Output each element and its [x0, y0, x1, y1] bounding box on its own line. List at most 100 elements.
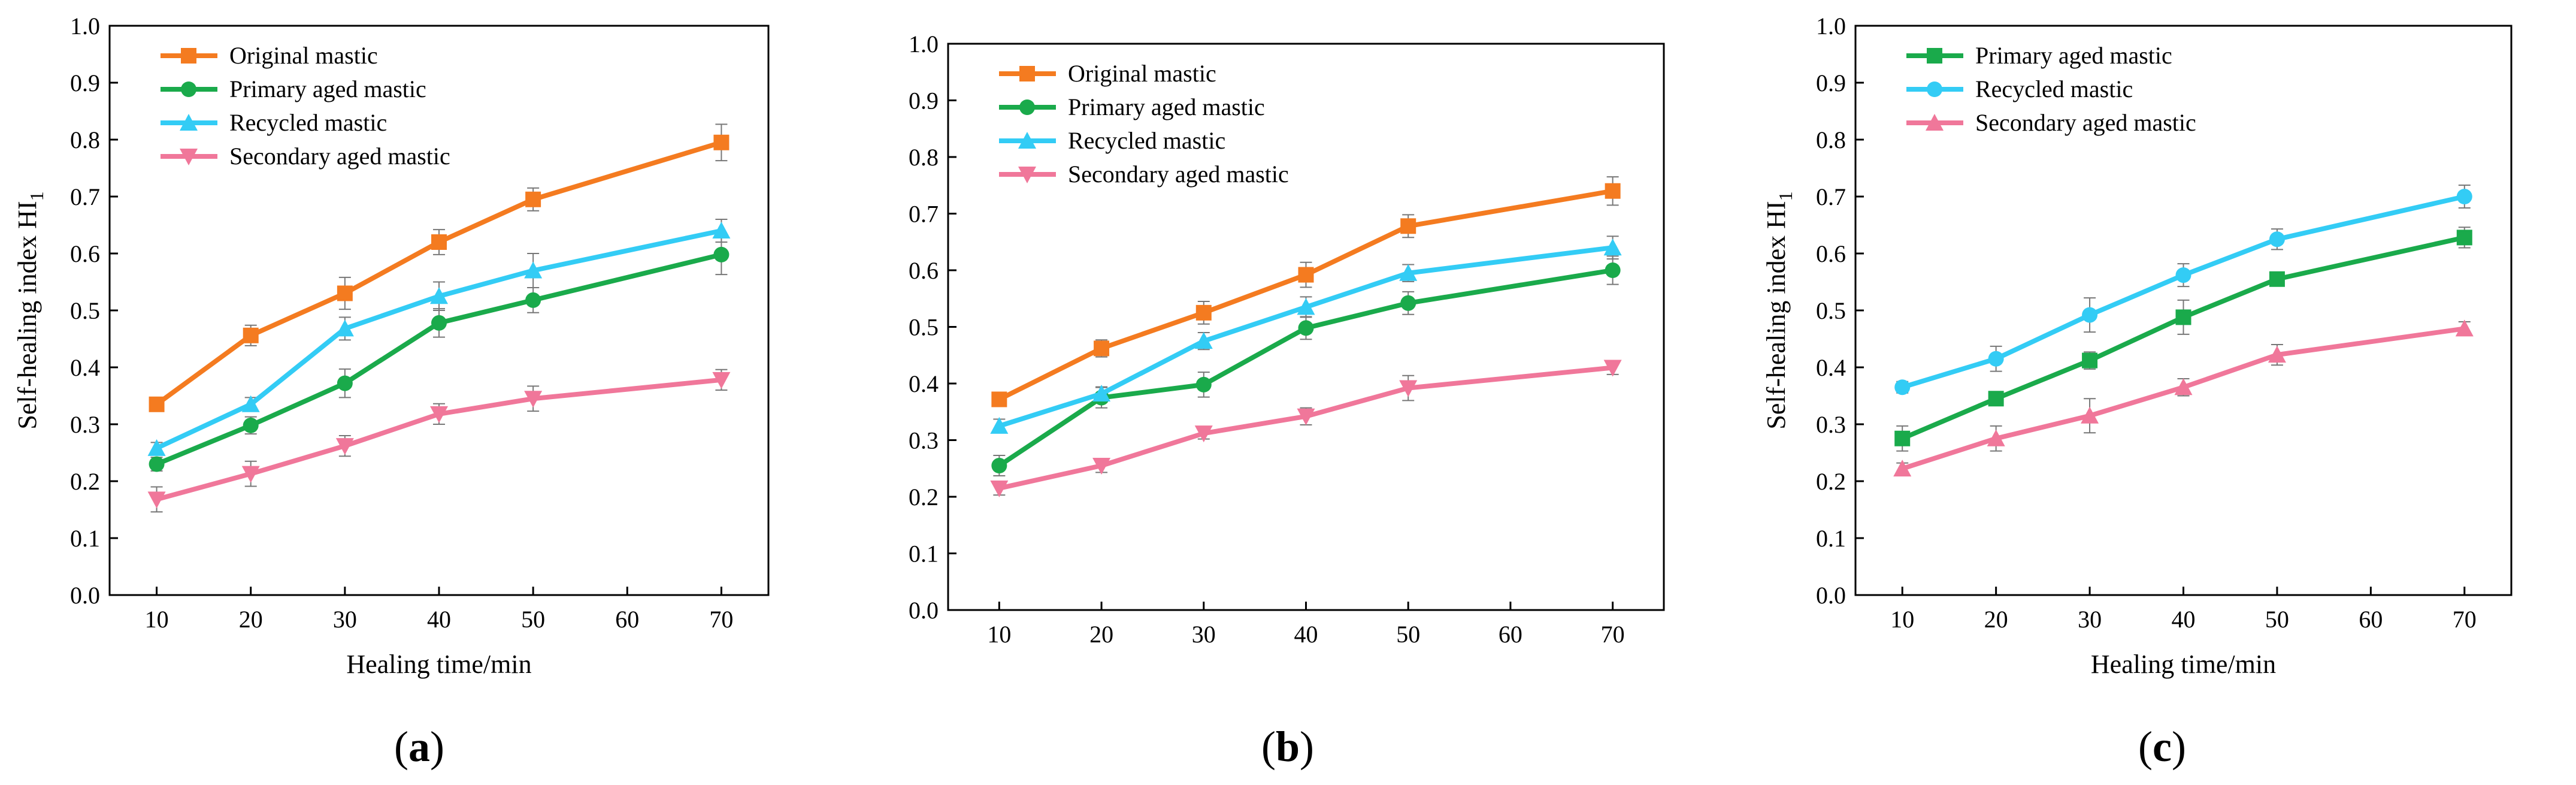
y-tick-label: 0.4	[909, 370, 939, 397]
x-tick-label: 10	[145, 606, 169, 633]
y-axis-title-main: Self-healing index HI	[1761, 201, 1791, 429]
series-recycled-mastic	[147, 219, 731, 456]
legend-label: Original mastic	[1068, 60, 1216, 87]
data-point	[335, 438, 354, 455]
series-line	[155, 140, 722, 406]
legend-marker	[1927, 81, 1942, 97]
series-original-mastic	[991, 176, 1621, 407]
data-point	[335, 319, 354, 337]
y-axis-title: Self-healing index HI1	[1761, 191, 1796, 429]
legend-label: Recycled mastic	[1975, 76, 2133, 102]
y-tick-label: 0.7	[70, 183, 100, 210]
data-point	[990, 416, 1009, 434]
data-point	[1399, 264, 1418, 281]
data-point	[1603, 360, 1622, 377]
y-tick-label: 0.7	[1816, 183, 1846, 210]
series-secondary-aged-mastic	[147, 369, 731, 513]
data-point	[241, 395, 260, 412]
y-tick-label: 0.6	[70, 240, 100, 267]
legend-label: Secondary aged mastic	[1975, 109, 2196, 136]
y-tick-label: 0.9	[70, 70, 100, 96]
chart-panel-b: 0.0 0.1 0.2 0.3 0.4 0.5 0.6 0.7 0.8 0.9 1.0 10 20 30 4…	[909, 31, 1665, 771]
data-point	[147, 439, 166, 456]
panel-label: (a)	[394, 723, 444, 771]
data-point	[1988, 351, 2004, 367]
legend-marker	[1019, 66, 1035, 81]
data-point	[2455, 319, 2474, 337]
data-point	[431, 315, 447, 331]
series-line	[1901, 235, 2465, 441]
y-axis-title-main: Self-healing index HI	[13, 201, 42, 429]
series-recycled-mastic	[1894, 185, 2472, 395]
data-point	[1987, 429, 2005, 446]
y-tick-label: 0.8	[1816, 126, 1846, 153]
series-line	[998, 365, 1614, 491]
y-tick-label: 0.5	[1816, 297, 1846, 324]
x-tick-label: 20	[1984, 606, 2008, 633]
y-tick-label: 1.0	[70, 13, 100, 40]
data-point	[1400, 218, 1416, 234]
legend: Primary aged mastic Recycled mastic Second…	[1906, 42, 2196, 136]
data-point	[991, 458, 1007, 474]
legend-label: Primary aged mastic	[229, 76, 426, 102]
panel-label: (c)	[2138, 723, 2186, 771]
data-point	[149, 456, 165, 472]
y-tick-label: 0.8	[70, 126, 100, 153]
panel-label: (b)	[1261, 723, 1314, 771]
y-tick-label: 0.3	[1816, 411, 1846, 438]
data-point	[1894, 379, 1911, 395]
x-tick-label: 40	[1294, 621, 1318, 648]
y-tick-label: 0.5	[70, 297, 100, 324]
x-tick-label: 40	[427, 606, 451, 633]
data-point	[524, 261, 543, 279]
legend: Original mastic Primary aged mastic Recycl…	[999, 60, 1289, 188]
data-point	[1894, 430, 1911, 446]
legend-label: Secondary aged mastic	[229, 143, 450, 170]
series-primary-aged-mastic	[1894, 227, 2472, 452]
y-tick-label: 0.9	[909, 87, 939, 114]
data-point	[525, 191, 541, 207]
x-tick-label: 70	[2453, 606, 2477, 633]
series-secondary-aged-mastic	[990, 360, 1622, 497]
data-point	[525, 292, 541, 308]
data-point	[430, 406, 448, 423]
data-point	[1605, 262, 1621, 278]
x-tick-label: 60	[615, 606, 639, 633]
data-point	[713, 246, 729, 262]
data-point	[1195, 376, 1212, 393]
data-point	[2082, 307, 2098, 323]
y-tick-label: 0.3	[909, 427, 939, 454]
data-point	[337, 285, 353, 301]
x-axis-title: Healing time/min	[2091, 650, 2276, 679]
data-point	[1092, 385, 1111, 402]
data-point	[712, 372, 731, 389]
data-point	[1092, 458, 1111, 475]
x-tick-label: 30	[2078, 606, 2102, 633]
data-point	[241, 466, 260, 483]
legend-label: Primary aged mastic	[1975, 42, 2172, 69]
data-point	[1194, 425, 1213, 443]
data-point	[2081, 406, 2099, 424]
data-point	[2175, 267, 2191, 283]
data-point	[337, 375, 353, 391]
y-tick-label: 0.6	[909, 257, 939, 284]
y-tick-label: 0.1	[1816, 525, 1846, 552]
series-line	[156, 252, 722, 467]
legend: Original mastic Primary aged mastic Recycl…	[161, 42, 450, 170]
legend-label: Recycled mastic	[229, 109, 387, 136]
y-tick-label: 0.0	[70, 582, 100, 609]
data-point	[243, 417, 259, 433]
y-axis-title-subscript: 1	[1775, 191, 1796, 201]
data-point	[1399, 380, 1418, 397]
series-line	[998, 188, 1614, 402]
x-tick-label: 20	[239, 606, 263, 633]
series-primary-aged-mastic	[149, 234, 729, 472]
series-line	[998, 268, 1614, 468]
data-point	[149, 396, 165, 412]
y-tick-label: 0.6	[1816, 240, 1846, 267]
y-axis-title-subscript: 1	[26, 191, 47, 201]
y-tick-label: 1.0	[1816, 13, 1846, 40]
series-line	[1901, 326, 2465, 471]
data-point	[1297, 408, 1315, 425]
legend-label: Original mastic	[229, 42, 378, 69]
